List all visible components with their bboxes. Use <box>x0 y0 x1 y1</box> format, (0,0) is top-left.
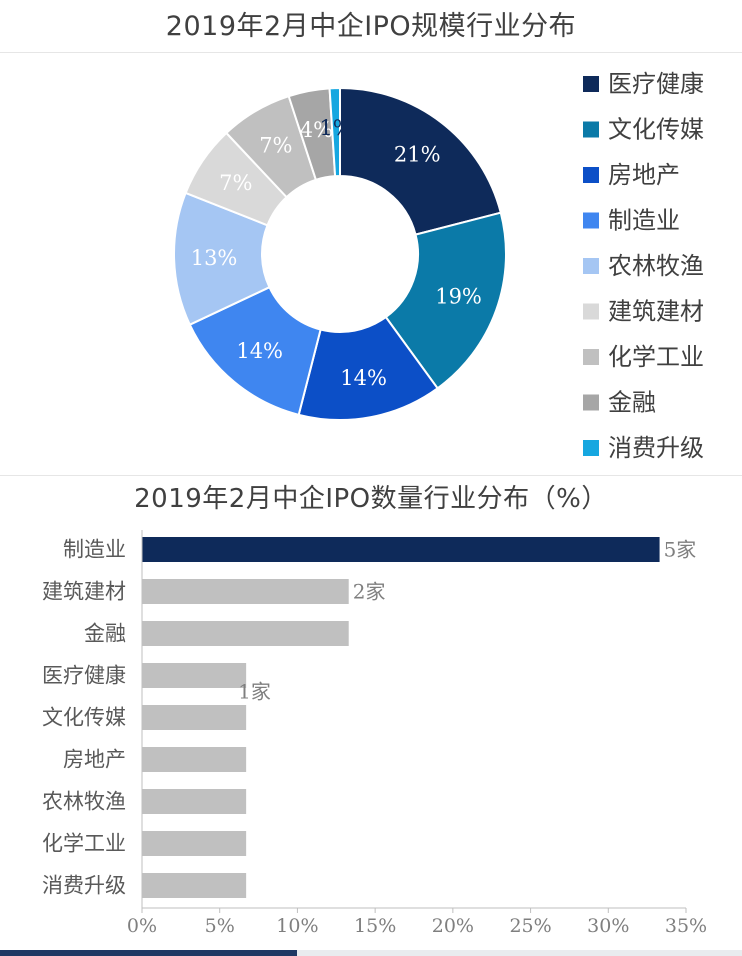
bar-3 <box>142 621 349 646</box>
bar-category-label-8: 化学工业 <box>42 832 126 856</box>
bar-1 <box>142 537 660 562</box>
bar-category-label-2: 建筑建材 <box>42 580 126 604</box>
legend-label-5: 农林牧渔 <box>608 252 704 280</box>
pie-slice-label-5: 13% <box>191 246 238 270</box>
pie-slice-label-1: 21% <box>394 142 441 166</box>
bar-category-label-1: 制造业 <box>63 538 126 562</box>
legend-label-9: 消费升级 <box>608 434 704 462</box>
pie-slice-9 <box>328 86 341 178</box>
pie-slice-2 <box>384 211 507 390</box>
bar-category-label-4: 医疗健康 <box>42 664 126 688</box>
bar-category-label-7: 农林牧渔 <box>42 790 126 814</box>
x-tick-label-2: 5% <box>205 915 235 937</box>
legend-label-1: 医疗健康 <box>608 70 704 98</box>
bar-chart-title: 2019年2月中企IPO数量行业分布（%） <box>134 484 608 514</box>
legend-label-3: 房地产 <box>608 161 680 189</box>
pie-slice-label-6: 7% <box>219 171 252 195</box>
pie-chart-title: 2019年2月中企IPO规模行业分布 <box>165 11 577 42</box>
bar-category-label-5: 文化传媒 <box>42 706 126 730</box>
legend-swatch-2 <box>583 121 599 138</box>
x-tick-label-5: 20% <box>432 915 474 937</box>
bar-2 <box>142 579 349 604</box>
legend-label-6: 建筑建材 <box>608 298 704 326</box>
bar-category-label-6: 房地产 <box>63 748 126 772</box>
legend-label-2: 文化传媒 <box>608 116 704 144</box>
x-tick-label-3: 10% <box>276 915 318 937</box>
pie-slice-label-3: 14% <box>340 366 387 390</box>
pie-slice-label-9: 1% <box>319 116 352 140</box>
bar-data-label-2: 2家 <box>353 580 386 604</box>
pie-slice-1 <box>339 86 503 236</box>
bar-4 <box>142 663 247 688</box>
pie-slice-label-2: 19% <box>435 285 482 309</box>
x-tick-label-4: 15% <box>354 915 396 937</box>
x-tick-label-1: 0% <box>127 915 157 937</box>
bar-6 <box>142 747 247 772</box>
legend-label-8: 金融 <box>608 389 656 417</box>
bar-data-label-4: 1家 <box>238 680 271 704</box>
pie-slice-label-8: 4% <box>300 118 333 142</box>
bar-category-label-9: 消费升级 <box>42 874 126 898</box>
legend-swatch-1 <box>583 76 599 92</box>
legend-swatch-9 <box>583 440 599 456</box>
bar-9 <box>142 873 247 898</box>
pie-slice-label-7: 7% <box>259 134 292 158</box>
legend-swatch-5 <box>583 258 599 274</box>
pie-chart-panel <box>0 52 742 476</box>
legend-label-7: 化学工业 <box>608 343 704 371</box>
bar-category-label-3: 金融 <box>84 622 126 646</box>
legend-swatch-3 <box>583 167 599 183</box>
legend-swatch-7 <box>583 349 599 365</box>
legend-label-4: 制造业 <box>608 207 680 235</box>
donut-chart: 21% 19% 14% 14% 13% 7% 7% 4%1% <box>173 86 507 421</box>
x-tick-label-8: 35% <box>665 915 707 937</box>
pie-slice-label-4: 14% <box>236 339 283 363</box>
bar-5 <box>142 705 247 730</box>
bar-8 <box>142 831 247 856</box>
x-tick-label-6: 25% <box>509 915 551 937</box>
legend-swatch-6 <box>583 303 599 320</box>
legend-swatch-8 <box>583 394 599 411</box>
legend-swatch-4 <box>583 212 599 229</box>
footer-strip <box>0 950 742 956</box>
bar-data-label-1: 5家 <box>664 538 697 562</box>
bar-7 <box>142 789 247 814</box>
x-tick-label-7: 30% <box>587 915 629 937</box>
